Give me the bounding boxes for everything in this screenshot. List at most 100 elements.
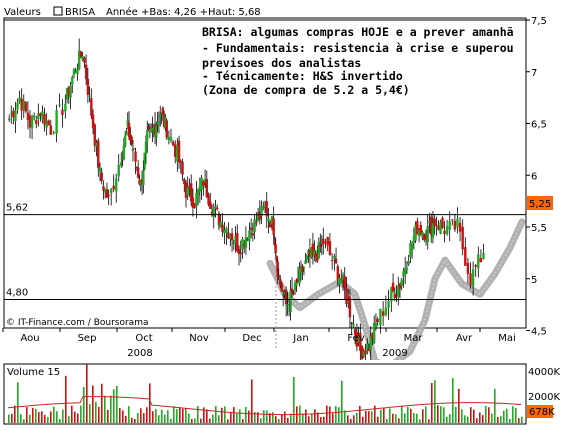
candle-up (169, 137, 173, 141)
candle-down (209, 201, 212, 209)
volume-bar (359, 405, 361, 423)
candle-down (328, 241, 332, 255)
candle-up (366, 344, 369, 350)
volume-bar (479, 412, 481, 423)
candle-down (265, 201, 268, 217)
candle-up (143, 152, 146, 170)
volume-bar (491, 413, 493, 423)
volume-bar (434, 380, 436, 423)
candle-down (343, 276, 346, 288)
candle-up (352, 324, 355, 327)
horizontal-level-label: 4,80 (6, 287, 28, 298)
candle-down (424, 236, 428, 240)
volume-bar (284, 411, 286, 423)
candle-up (482, 252, 485, 260)
candle-up (333, 256, 336, 259)
candle-down (311, 243, 315, 255)
volume-bar (482, 415, 484, 423)
candle-down (43, 114, 46, 125)
volume-bar (20, 414, 22, 423)
candle-up (58, 104, 61, 106)
chart-header: Valeurs BRISA Année +Bas: 4,26 +Haut: 5,… (4, 6, 261, 18)
volume-bar (305, 409, 307, 423)
volume-bar (395, 414, 397, 423)
candle-down (435, 225, 438, 227)
candle-up (160, 112, 163, 115)
candle-down (246, 239, 249, 241)
candle-down (381, 311, 385, 316)
volume-bar (29, 414, 31, 423)
candle-down (161, 107, 165, 115)
candle-down (83, 57, 86, 63)
volume-bar (233, 407, 235, 423)
candle-up (421, 232, 424, 238)
volume-bar (416, 413, 418, 423)
candle-down (100, 172, 103, 181)
annotation-text: BRISA: algumas compras HOJE e a prever a… (202, 25, 514, 97)
volume-bar (374, 405, 376, 423)
candle-down (419, 224, 422, 235)
volume-average-line (7, 396, 522, 416)
volume-bar (179, 407, 181, 423)
volume-tick-2000k: 2000K (528, 392, 560, 403)
volume-bar (266, 410, 268, 423)
volume-bar (521, 416, 523, 423)
candle-up (317, 241, 321, 259)
candle-up (310, 248, 313, 258)
volume-bar (47, 416, 49, 423)
x-tick-label: Fev (347, 333, 364, 344)
candle-down (47, 120, 50, 126)
candle-up (232, 242, 235, 244)
candle-down (135, 166, 139, 169)
candle-up (431, 223, 435, 238)
candle-up (384, 307, 388, 316)
volume-bar (242, 418, 244, 423)
volume-bar (320, 416, 322, 423)
volume-bar (476, 418, 478, 423)
candle-down (243, 244, 246, 247)
candle-up (362, 351, 365, 357)
volume-bar (83, 387, 85, 423)
volume-bar (326, 405, 328, 423)
volume-bar (410, 408, 412, 423)
volume-bar (515, 408, 517, 423)
hs-pattern-texture (269, 221, 523, 360)
volume-bar (455, 406, 457, 423)
volume-bar (197, 405, 199, 423)
volume-bar (59, 419, 61, 423)
candle-down (437, 226, 440, 230)
candle-down (205, 179, 208, 197)
candle-down (134, 151, 137, 162)
candle-up (152, 127, 155, 134)
candle-down (430, 216, 433, 235)
volume-bar (512, 406, 514, 423)
candle-up (155, 125, 158, 138)
volume-bar (407, 406, 409, 423)
volume-bar (239, 409, 241, 423)
candle-down (183, 179, 186, 185)
candle-down (276, 261, 279, 278)
candle-down (91, 114, 95, 129)
candle-down (423, 234, 426, 240)
candle-up (144, 141, 148, 155)
candle-down (316, 253, 319, 262)
candle-up (289, 290, 292, 313)
volume-bar (251, 379, 253, 423)
year-label: 2008 (127, 348, 152, 359)
candle-up (52, 131, 55, 134)
candle-up (369, 336, 372, 351)
candle-down (140, 178, 144, 184)
candle-up (157, 121, 161, 125)
volume-bar (167, 410, 169, 423)
volume-bar (140, 408, 142, 423)
volume-bar (323, 416, 325, 423)
volume-tick-4000k: 4000K (528, 367, 560, 378)
volume-bar (134, 418, 136, 423)
volume-bar (317, 412, 319, 423)
volume-bar (422, 409, 424, 423)
volume-bar (272, 412, 274, 423)
candle-up (30, 115, 34, 129)
candle-down (255, 222, 258, 224)
candle-down (136, 167, 140, 178)
volume-bar (269, 413, 271, 423)
